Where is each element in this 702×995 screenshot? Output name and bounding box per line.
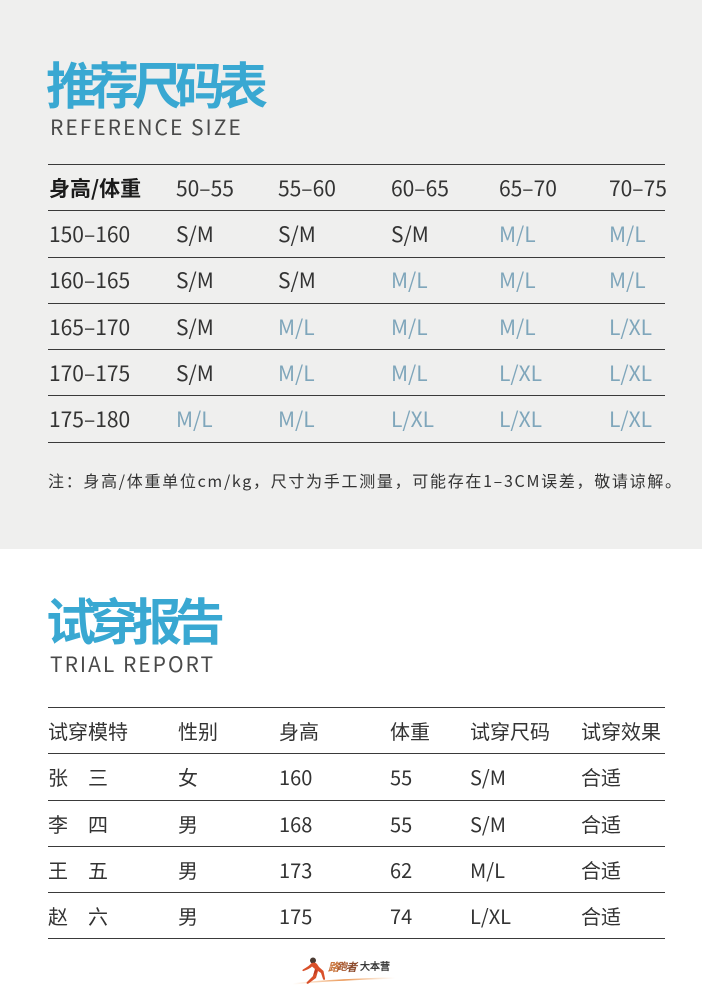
svg-text:大本营: 大本营 [360,960,390,973]
svg-text:者: 者 [346,961,359,974]
